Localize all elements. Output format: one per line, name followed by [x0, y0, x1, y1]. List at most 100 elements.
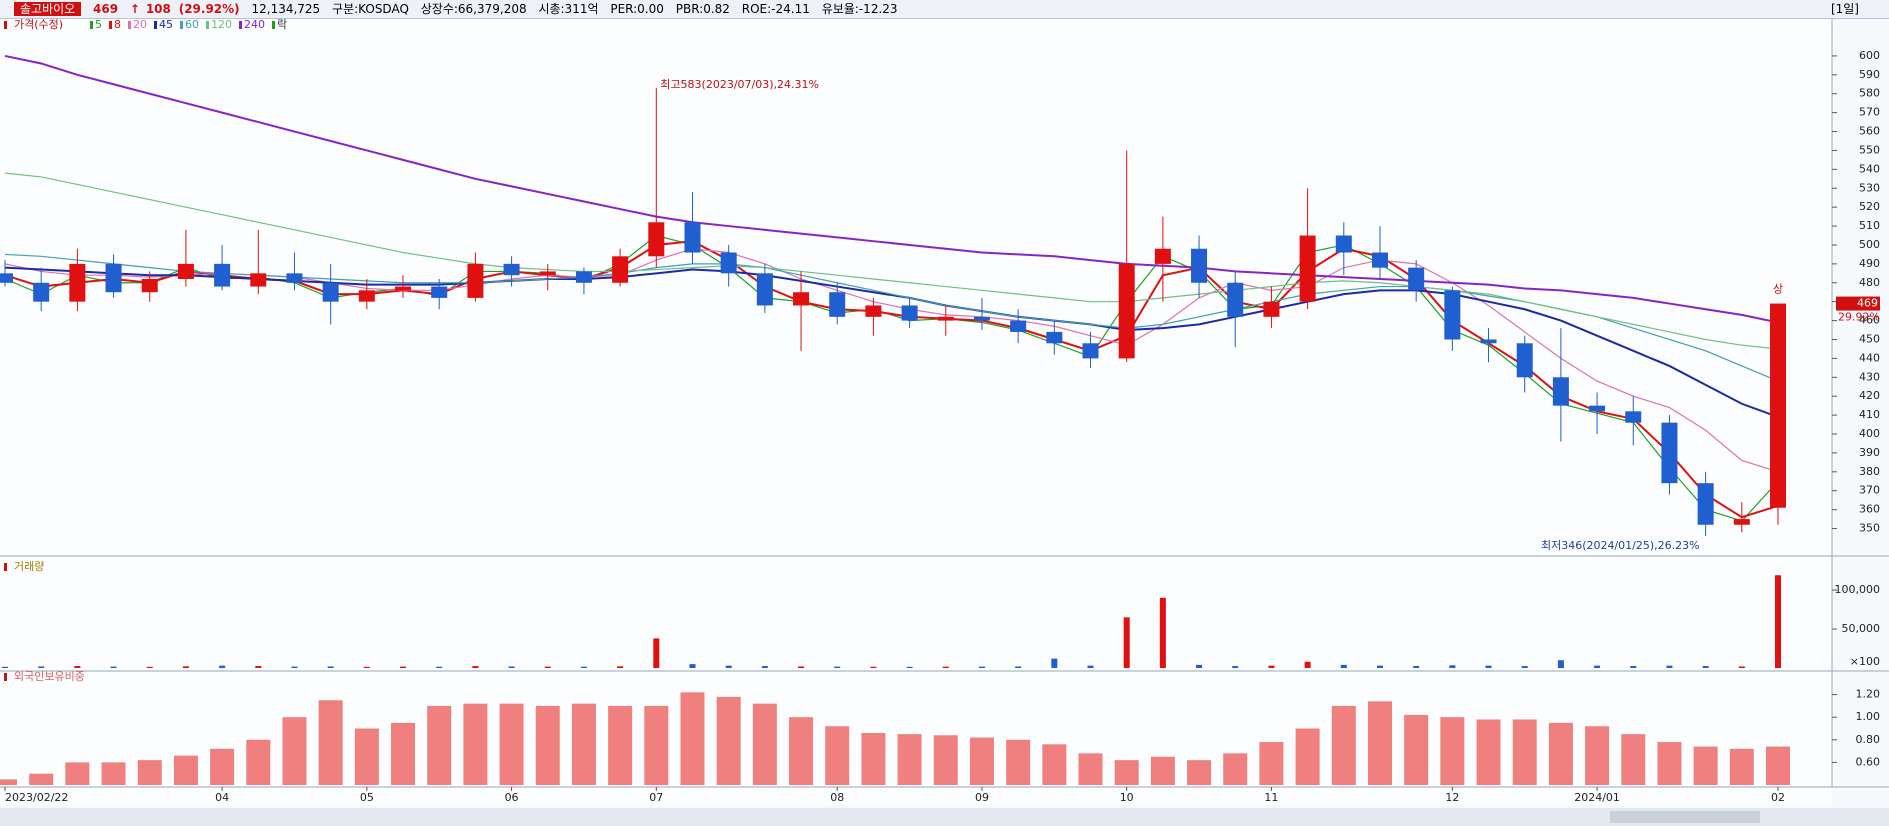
candle-body — [684, 222, 701, 253]
legend-label: 240 — [244, 18, 265, 31]
bar — [571, 703, 596, 785]
candle-body — [1046, 331, 1063, 344]
bar — [1657, 742, 1682, 785]
candle-body — [467, 263, 484, 298]
plot-bg — [0, 19, 1832, 805]
candle-body — [612, 256, 629, 283]
y-tick-label: 440 — [1859, 351, 1880, 364]
bar — [1594, 665, 1601, 668]
candle-body — [648, 222, 665, 257]
candle-body — [286, 273, 303, 283]
bar — [499, 703, 524, 785]
candle-body — [322, 282, 339, 302]
bar — [798, 666, 805, 668]
stock-name[interactable]: 솔고바이오 — [14, 2, 82, 16]
annotation: 최고583(2023/07/03),24.31% — [660, 78, 819, 91]
bar — [1729, 748, 1754, 785]
candle-body — [0, 273, 13, 283]
bar — [1512, 719, 1537, 785]
bar — [38, 666, 45, 668]
bar — [834, 666, 841, 668]
bar — [1259, 742, 1284, 785]
bar — [146, 666, 153, 668]
legend-label: 120 — [211, 18, 232, 31]
bar — [1404, 714, 1429, 785]
bar — [1485, 665, 1492, 668]
bar — [1295, 728, 1320, 785]
bar — [1585, 726, 1610, 785]
x-tick-label: 08 — [830, 791, 844, 804]
bar — [65, 762, 90, 785]
y-tick-label: 50,000 — [1842, 622, 1881, 635]
bar — [110, 666, 117, 668]
bar — [246, 739, 271, 785]
candle-body — [720, 252, 737, 274]
bar — [1766, 746, 1790, 785]
candle-body — [358, 290, 375, 302]
bar — [1114, 760, 1139, 785]
legend-label: 5 — [95, 18, 102, 31]
x-tick-label: 06 — [505, 791, 519, 804]
bar — [752, 703, 777, 785]
y-tick-label: 410 — [1859, 408, 1880, 421]
candle-body — [395, 286, 412, 291]
ma-line — [4, 54, 1779, 324]
candle-body — [105, 263, 122, 293]
legend-label: 8 — [114, 18, 121, 31]
bar — [210, 748, 235, 785]
y-tick-label: 100,000 — [1835, 583, 1881, 596]
candle-body — [1625, 411, 1642, 423]
y-tick-label: 380 — [1859, 465, 1880, 478]
candle-body — [1733, 519, 1750, 525]
y-tick-label: 510 — [1859, 219, 1880, 232]
legend-swatch — [90, 21, 93, 29]
arrow: ↑ — [129, 2, 140, 16]
bar — [1331, 705, 1356, 785]
change: 108 — [145, 2, 171, 16]
bar — [1232, 666, 1239, 668]
candle-body — [503, 263, 520, 276]
period[interactable]: [1일] — [1830, 2, 1859, 16]
candle-body — [214, 263, 231, 287]
x-tick-label: 10 — [1120, 791, 1134, 804]
y-tick-label: 360 — [1859, 503, 1880, 516]
y-tick-label: 600 — [1859, 49, 1880, 62]
bar — [255, 666, 262, 668]
candle-body — [1589, 405, 1606, 412]
x-tick-label: 07 — [649, 791, 663, 804]
market: 구분:KOSDAQ — [332, 2, 409, 16]
legend-swatch — [272, 21, 275, 29]
bar — [1042, 744, 1067, 785]
bar — [942, 666, 949, 668]
bar — [1621, 734, 1646, 785]
x-tick-label: 02 — [1771, 791, 1785, 804]
candle-body — [177, 263, 194, 279]
limit-mark: 상 — [1773, 283, 1783, 296]
y-tick-label: 390 — [1859, 446, 1880, 459]
scrollbar[interactable] — [0, 808, 1889, 826]
candle-body — [141, 278, 158, 293]
bar — [1159, 597, 1166, 668]
x-tick-label: 09 — [975, 791, 989, 804]
bar — [354, 728, 379, 785]
legend-label: 락 — [277, 18, 287, 31]
y-tick-label: 590 — [1859, 68, 1880, 81]
bar — [1413, 666, 1420, 668]
legend-swatch — [109, 21, 112, 29]
bar — [182, 666, 189, 668]
candle-body — [1770, 303, 1786, 508]
bar — [74, 666, 81, 668]
x-tick-label: 2023/02/22 — [5, 791, 68, 804]
candle-body — [1516, 343, 1533, 378]
candle-body — [1010, 320, 1027, 332]
info-bar: 솔고바이오 469 ↑ 108 (29.92%) 12,134,725 구분:K… — [0, 0, 1889, 19]
candle-body — [793, 292, 810, 306]
scroll-thumb[interactable] — [1610, 811, 1760, 823]
bar — [825, 726, 850, 785]
candle-body — [1299, 235, 1316, 302]
y-tick-label: 430 — [1859, 370, 1880, 383]
x-tick-label: 05 — [360, 791, 374, 804]
bar — [1087, 665, 1094, 668]
y-tick-label: 570 — [1859, 106, 1880, 119]
